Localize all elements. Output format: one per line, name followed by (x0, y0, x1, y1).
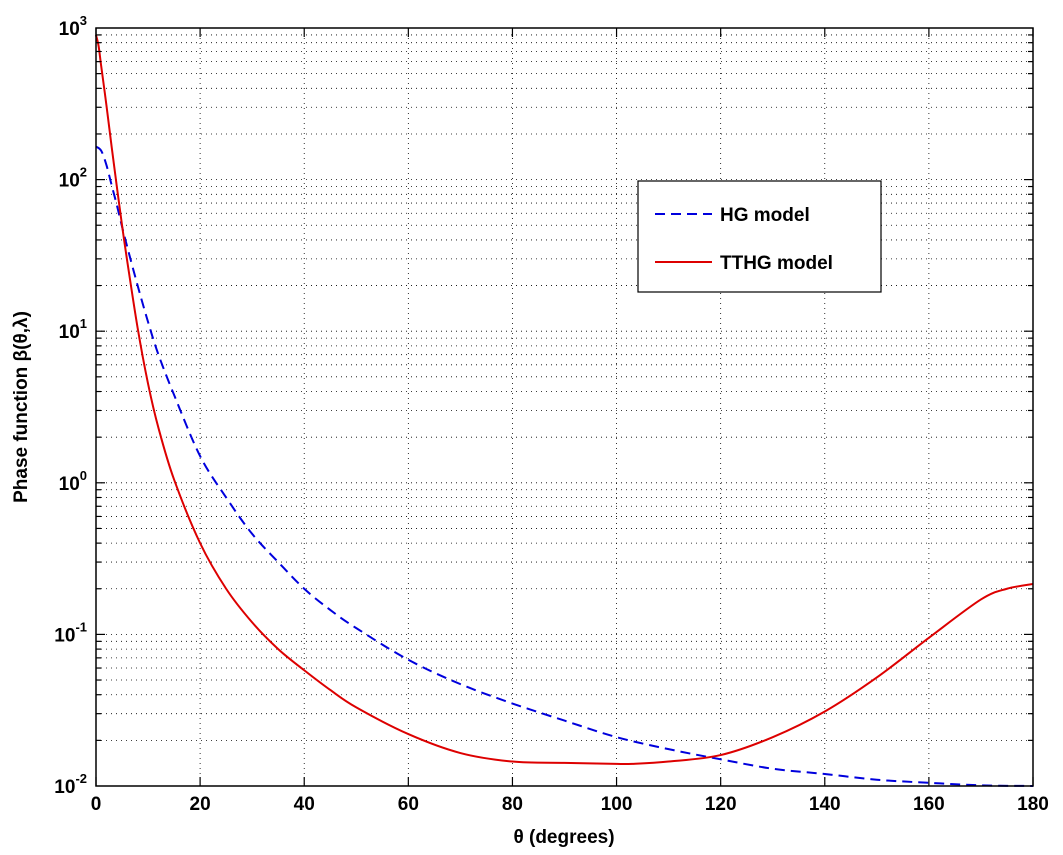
x-tick-label: 40 (294, 794, 315, 815)
legend: HG model TTHG model (637, 180, 882, 293)
x-tick-label: 160 (913, 794, 945, 815)
legend-label-tthg: TTHG model (720, 253, 833, 274)
x-tick-label: 120 (705, 794, 737, 815)
x-tick-label: 60 (398, 794, 419, 815)
x-axis-label: θ (degrees) (513, 827, 614, 848)
plot-frame (95, 27, 1034, 787)
ticks (95, 28, 1034, 786)
y-tick-label: 101 (59, 316, 87, 343)
x-tick-label: 20 (190, 794, 211, 815)
y-tick-label: 10-1 (54, 619, 87, 646)
x-tick-label: 0 (91, 794, 102, 815)
x-tick-labels: 0 20 40 60 80 100 120 140 160 180 (91, 794, 1049, 815)
series-line-tthg (95, 34, 1034, 766)
series (95, 34, 1034, 787)
x-tick-label: 140 (809, 794, 841, 815)
y-tick-label: 102 (59, 165, 87, 192)
y-tick-label: 100 (59, 468, 87, 495)
legend-label-hg: HG model (720, 205, 810, 226)
legend-box (637, 180, 882, 293)
y-tick-label: 103 (59, 13, 87, 40)
y-axis-label: Phase function β(θ,λ) (11, 311, 32, 503)
y-tick-labels: 10-2 10-1 100 101 102 103 (54, 13, 87, 798)
x-tick-label: 180 (1017, 794, 1049, 815)
y-tick-label: 10-2 (54, 771, 87, 798)
x-tick-label: 100 (601, 794, 633, 815)
plot-background (96, 28, 1033, 786)
x-tick-label: 80 (502, 794, 523, 815)
